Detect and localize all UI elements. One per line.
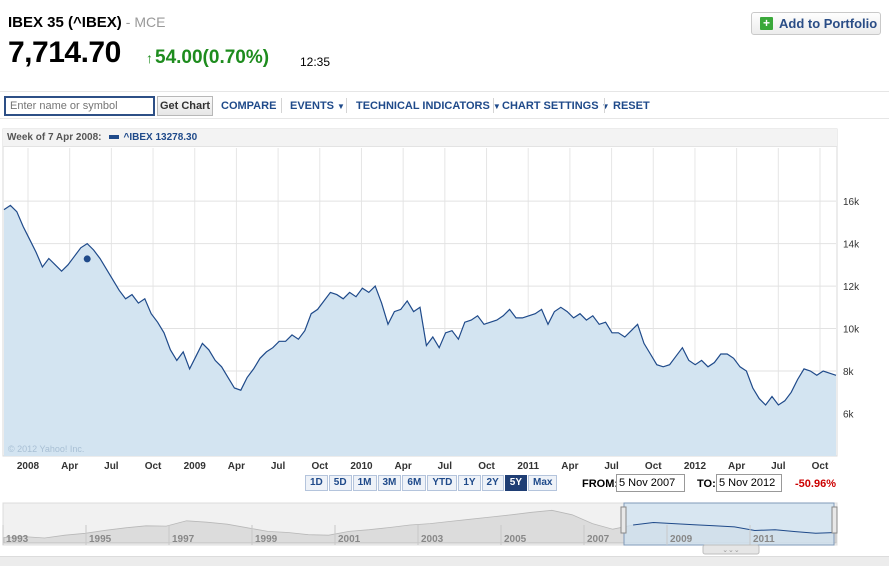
events-label: EVENTS bbox=[290, 100, 335, 112]
range-button-6m[interactable]: 6M bbox=[402, 475, 427, 491]
legend-series: ^IBEX 13278.30 bbox=[109, 132, 197, 143]
x-tick-label: Apr bbox=[561, 461, 578, 472]
navigator-right-handle[interactable] bbox=[831, 506, 838, 534]
to-label: TO: bbox=[697, 478, 716, 490]
y-tick-label: 12k bbox=[843, 282, 860, 293]
navigator-year-label: 1993 bbox=[6, 534, 29, 545]
toolbar-divider bbox=[604, 98, 605, 113]
grip-icon: ⌄⌄⌄ bbox=[722, 547, 740, 554]
range-button-1m[interactable]: 1M bbox=[352, 475, 377, 491]
events-menu[interactable]: EVENTS ▼ bbox=[290, 100, 345, 112]
range-button-3m[interactable]: 3M bbox=[377, 475, 402, 491]
y-tick-label: 8k bbox=[843, 367, 855, 378]
x-tick-label: Jul bbox=[771, 461, 786, 472]
technical-indicators-menu[interactable]: TECHNICAL INDICATORS ▼ bbox=[356, 100, 501, 112]
x-tick-label: 2009 bbox=[184, 461, 207, 472]
price-chart[interactable]: 16k 14k 12k 10k 8k 6k 2008 Apr Jul Oct 2009 Apr Jul… bbox=[0, 126, 889, 472]
hover-marker bbox=[83, 255, 91, 263]
navigator-year-label: 1997 bbox=[172, 534, 195, 545]
chevron-down-icon: ▼ bbox=[337, 102, 345, 111]
x-tick-label: Oct bbox=[311, 461, 328, 472]
toolbar-divider bbox=[281, 98, 282, 113]
range-button-2y[interactable]: 2Y bbox=[481, 475, 504, 491]
chart-settings-menu[interactable]: CHART SETTINGS ▼ bbox=[502, 100, 609, 112]
up-arrow-icon: ↑ bbox=[146, 50, 153, 66]
navigator-year-label: 1999 bbox=[255, 534, 278, 545]
period-change: -50.96% bbox=[795, 478, 836, 490]
x-tick-label: Jul bbox=[604, 461, 619, 472]
y-tick-label: 6k bbox=[843, 410, 855, 421]
x-tick-label: Oct bbox=[478, 461, 495, 472]
legend-week: Week of 7 Apr 2008: bbox=[7, 132, 102, 143]
range-selector: 1D 5D 1M 3M 6M YTD 1Y 2Y 5Y Max bbox=[305, 475, 558, 491]
technical-indicators-label: TECHNICAL INDICATORS bbox=[356, 100, 490, 112]
x-tick-label: Jul bbox=[438, 461, 453, 472]
series-swatch bbox=[109, 135, 120, 140]
symbol-name: IBEX 35 (^IBEX) bbox=[8, 14, 122, 31]
add-to-portfolio-button[interactable]: + Add to Portfolio bbox=[751, 12, 881, 35]
navigator-year-label: 2007 bbox=[587, 534, 610, 545]
range-button-5d[interactable]: 5D bbox=[328, 475, 352, 491]
quote-title: IBEX 35 (^IBEX) - MCE bbox=[8, 14, 165, 31]
x-tick-label: 2008 bbox=[17, 461, 40, 472]
navigator-selection[interactable] bbox=[623, 502, 835, 546]
toolbar-divider bbox=[346, 98, 347, 113]
navigator-year-label: 2005 bbox=[504, 534, 527, 545]
x-tick-label: Oct bbox=[145, 461, 162, 472]
x-tick-label: Apr bbox=[728, 461, 745, 472]
navigator-year-label: 2003 bbox=[421, 534, 444, 545]
x-tick-label: Jul bbox=[104, 461, 119, 472]
y-tick-label: 10k bbox=[843, 325, 860, 336]
from-date-input[interactable] bbox=[616, 474, 685, 492]
x-tick-label: 2011 bbox=[517, 461, 539, 472]
reset-button[interactable]: RESET bbox=[613, 100, 650, 112]
x-tick-label: 2010 bbox=[350, 461, 373, 472]
plus-icon: + bbox=[760, 17, 773, 30]
change-value: 54.00(0.70%) bbox=[155, 47, 270, 68]
symbol-search-input[interactable] bbox=[4, 96, 155, 116]
last-price: 7,714.70 bbox=[8, 36, 121, 69]
chart-settings-label: CHART SETTINGS bbox=[502, 100, 599, 112]
chart-toolbar: Get Chart COMPARE EVENTS▼ TECHNICAL INDI… bbox=[0, 91, 889, 119]
price-change: ↑ 54.00(0.70%) bbox=[146, 47, 269, 69]
compare-button[interactable]: COMPARE bbox=[221, 100, 277, 112]
chevron-down-icon: ▼ bbox=[492, 102, 501, 111]
add-to-portfolio-label: Add to Portfolio bbox=[779, 16, 878, 31]
navigator-year-label: 2009 bbox=[670, 534, 693, 545]
x-tick-label: Jul bbox=[271, 461, 286, 472]
navigator-year-label: 2011 bbox=[753, 534, 775, 545]
navigator-selection-line bbox=[633, 521, 837, 534]
navigator-left-handle[interactable] bbox=[620, 506, 627, 534]
range-button-5y[interactable]: 5Y bbox=[504, 475, 528, 491]
x-tick-label: Oct bbox=[645, 461, 662, 472]
legend-series-label: ^IBEX 13278.30 bbox=[123, 132, 198, 143]
x-tick-label: Oct bbox=[812, 461, 829, 472]
x-tick-label: Apr bbox=[61, 461, 78, 472]
quote-time: 12:35 bbox=[300, 55, 331, 69]
range-button-max[interactable]: Max bbox=[528, 475, 558, 491]
page-bottom-strip bbox=[0, 556, 889, 566]
to-date-input[interactable] bbox=[716, 474, 782, 492]
get-chart-button[interactable]: Get Chart bbox=[157, 96, 213, 116]
from-label: FROM: bbox=[582, 478, 619, 490]
x-tick-label: Apr bbox=[228, 461, 245, 472]
range-button-1d[interactable]: 1D bbox=[305, 475, 328, 491]
y-tick-label: 14k bbox=[843, 240, 860, 251]
price-line bbox=[3, 204, 837, 406]
toolbar-divider bbox=[493, 98, 494, 113]
copyright-watermark: © 2012 Yahoo! Inc. bbox=[8, 444, 84, 454]
navigator-year-label: 2001 bbox=[338, 534, 361, 545]
x-tick-label: 2012 bbox=[684, 461, 707, 472]
price-area bbox=[4, 205, 836, 456]
x-tick-label: Apr bbox=[395, 461, 412, 472]
range-navigator[interactable]: 1993 1995 1997 1999 2001 2003 2005 2007 2009 2011… bbox=[0, 499, 889, 557]
navigator-year-label: 1995 bbox=[89, 534, 112, 545]
y-tick-label: 16k bbox=[843, 197, 860, 208]
range-button-ytd[interactable]: YTD bbox=[427, 475, 458, 491]
exchange-label: - MCE bbox=[125, 14, 166, 30]
navigator-scroll-thumb[interactable] bbox=[702, 544, 760, 555]
legend-bar: Week of 7 Apr 2008: ^IBEX 13278.30 bbox=[3, 129, 837, 147]
range-button-1y[interactable]: 1Y bbox=[458, 475, 481, 491]
chevron-down-icon: ▼ bbox=[601, 102, 610, 111]
